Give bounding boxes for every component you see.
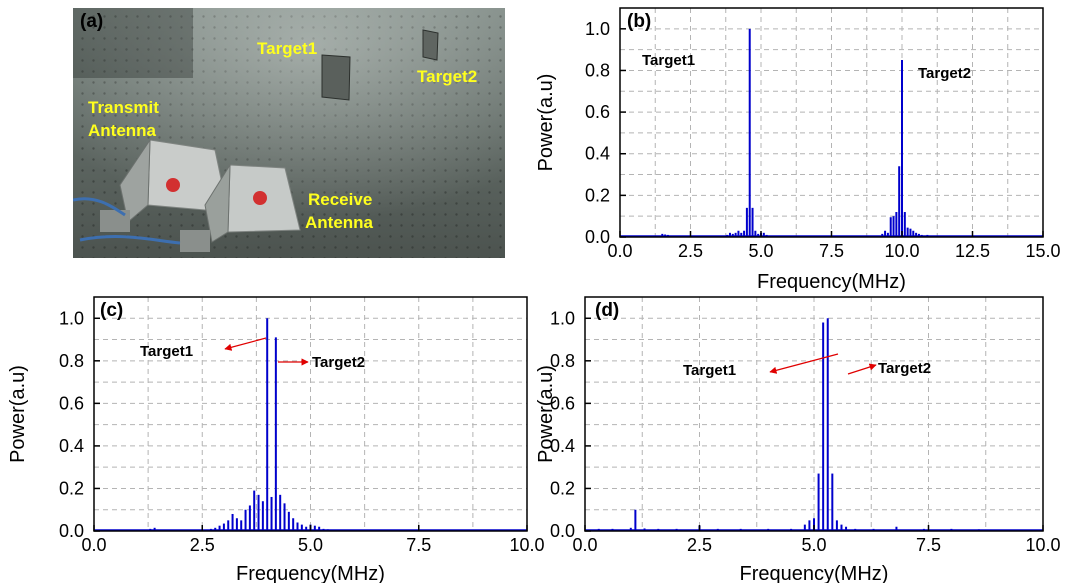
tick-labels: 0.0 2.5 5.0 7.5 10.0 12.5 15.0 0.0 0.2 0.4 0.6 0.8 1… bbox=[585, 19, 1061, 261]
y-tick-label: 0.6 bbox=[585, 102, 610, 122]
y-tick-label: 0.2 bbox=[585, 185, 610, 205]
photo-label-transmit-line1: Transmit bbox=[88, 98, 159, 117]
receive-antenna bbox=[180, 163, 301, 252]
y-axis-title: Power(a.u) bbox=[7, 365, 29, 463]
x-tick-label: 5.0 bbox=[801, 535, 826, 555]
x-tick-label: 10.0 bbox=[509, 535, 544, 555]
x-tick-label: 0.0 bbox=[607, 241, 632, 261]
y-tick-label: 1.0 bbox=[59, 308, 84, 328]
photo-label-transmit-line2: Antenna bbox=[88, 121, 157, 140]
x-axis-title: Frequency(MHz) bbox=[740, 563, 889, 583]
x-axis-title: Frequency(MHz) bbox=[236, 563, 385, 583]
panel-label: (d) bbox=[595, 300, 619, 321]
annotation-arrow bbox=[769, 353, 839, 374]
grid bbox=[584, 297, 1044, 531]
y-tick-label: 0.0 bbox=[59, 521, 84, 541]
y-tick-label: 0.6 bbox=[59, 393, 84, 413]
target2-plate bbox=[422, 29, 439, 61]
y-tick-label: 1.0 bbox=[585, 19, 610, 39]
annotation-label: Target1 bbox=[140, 343, 193, 360]
x-tick-label: 10.0 bbox=[1025, 535, 1060, 555]
y-tick-label: 0.8 bbox=[550, 351, 575, 371]
x-tick-label: 12.5 bbox=[955, 241, 990, 261]
y-tick-label: 0.4 bbox=[550, 436, 575, 456]
x-tick-label: 5.0 bbox=[298, 535, 323, 555]
plot-frame bbox=[619, 7, 1044, 238]
x-tick-label: 0.0 bbox=[81, 535, 106, 555]
y-tick-label: 0.0 bbox=[585, 227, 610, 247]
transmit-antenna bbox=[100, 138, 229, 232]
photo-panel-label: (a) bbox=[80, 11, 103, 32]
annotation-label: Target1 bbox=[642, 52, 695, 69]
y-tick-label: 0.8 bbox=[585, 60, 610, 80]
x-tick-label: 10.0 bbox=[884, 241, 919, 261]
annotation-label: Target2 bbox=[918, 65, 971, 82]
chart-panel-d: 0.0 2.5 5.0 7.5 10.0 0.0 0.2 0.4 0.6 0.8 1.0 Freque… bbox=[535, 296, 1061, 583]
y-tick-label: 0.4 bbox=[59, 436, 84, 456]
y-axis-title: Power(a.u) bbox=[535, 365, 557, 463]
annotation-arrow bbox=[224, 337, 267, 351]
grid bbox=[619, 8, 1044, 237]
grid bbox=[93, 297, 528, 531]
x-tick-label: 0.0 bbox=[572, 535, 597, 555]
annotation-label: Target1 bbox=[683, 362, 736, 379]
photo-label-receive-line1: Receive bbox=[308, 190, 372, 209]
y-tick-label: 1.0 bbox=[550, 308, 575, 328]
x-axis-title: Frequency(MHz) bbox=[757, 271, 906, 293]
annotation-label: Target2 bbox=[312, 354, 365, 371]
x-tick-label: 2.5 bbox=[687, 535, 712, 555]
y-tick-label: 0.2 bbox=[59, 478, 84, 498]
x-tick-label: 7.5 bbox=[916, 535, 941, 555]
photo-panel: Target1 Target2 Transmit Antenna Receive… bbox=[73, 8, 505, 258]
tick-labels: 0.0 2.5 5.0 7.5 10.0 0.0 0.2 0.4 0.6 0.8 1.0 bbox=[59, 308, 545, 555]
y-tick-label: 0.0 bbox=[550, 521, 575, 541]
x-tick-label: 2.5 bbox=[190, 535, 215, 555]
photo-label-target1: Target1 bbox=[257, 39, 317, 58]
x-tick-label: 2.5 bbox=[678, 241, 703, 261]
chart-panel-b: 0.0 2.5 5.0 7.5 10.0 12.5 15.0 0.0 0.2 0.4 0.6 0.8 1… bbox=[535, 7, 1061, 293]
annotation-label: Target2 bbox=[878, 360, 931, 377]
x-tick-label: 15.0 bbox=[1025, 241, 1060, 261]
y-tick-label: 0.2 bbox=[550, 478, 575, 498]
y-axis-title: Power(a.u) bbox=[535, 74, 557, 172]
panel-label: (c) bbox=[100, 300, 123, 321]
x-tick-label: 7.5 bbox=[819, 241, 844, 261]
annotation-arrow bbox=[847, 363, 877, 375]
target1-plate bbox=[321, 54, 351, 101]
chart-panel-c: 0.0 2.5 5.0 7.5 10.0 0.0 0.2 0.4 0.6 0.8 1.0 Freque… bbox=[7, 296, 545, 583]
y-tick-label: 0.6 bbox=[550, 393, 575, 413]
x-tick-label: 5.0 bbox=[748, 241, 773, 261]
photo-label-target2: Target2 bbox=[417, 67, 477, 86]
tick-labels: 0.0 2.5 5.0 7.5 10.0 0.0 0.2 0.4 0.6 0.8 1.0 bbox=[550, 308, 1061, 555]
x-tick-label: 7.5 bbox=[406, 535, 431, 555]
photo-label-receive-line2: Antenna bbox=[305, 213, 374, 232]
panel-label: (b) bbox=[627, 11, 651, 32]
y-tick-label: 0.4 bbox=[585, 144, 610, 164]
y-tick-label: 0.8 bbox=[59, 351, 84, 371]
